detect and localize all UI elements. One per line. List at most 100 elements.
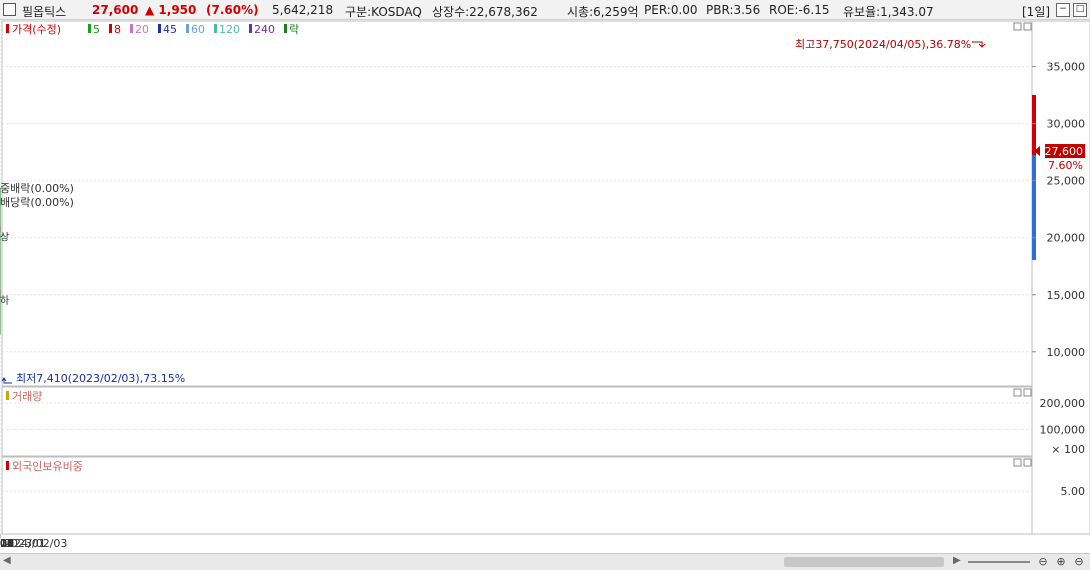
reserve-ratio: 유보율:1,343.07 (843, 5, 934, 19)
last-change-label: 7.60% (1048, 159, 1083, 172)
horizontal-scrollbar[interactable]: ◀ ▶ ⊖ ⊕ ⊖ (0, 553, 1090, 570)
per-value: PER:0.00 (644, 3, 698, 17)
last-price-tag (1045, 144, 1085, 159)
ma-legend-label: 60 (191, 23, 205, 36)
listed-shares: 상장수:22,678,362 (432, 5, 538, 19)
zoom-slider[interactable] (968, 561, 1030, 563)
volume-legend-marker (6, 391, 9, 400)
price-legend-label: 가격(수정) (12, 23, 61, 36)
month-tick-label: 2024/01 (0, 537, 46, 550)
panel-minimize-icon (1013, 458, 1022, 467)
zoom-in-icon[interactable]: ⊕ (1056, 555, 1066, 568)
panel-close-icon (1023, 22, 1032, 31)
event-label: 배당락(0.00%) (0, 196, 74, 209)
month-tick-label: 12 (0, 537, 14, 550)
last-price-label: 27,600 (1045, 145, 1084, 158)
price-change: ▲ 1,950 (145, 3, 197, 17)
panel-minimize-icon (1013, 388, 1022, 397)
panel-scroll-indicator-up (1032, 95, 1036, 155)
market-type: 구분:KOSDAQ (345, 5, 422, 19)
trade-volume: 5,642,218 (272, 3, 334, 17)
ma-legend-marker (158, 24, 161, 33)
price-tick-label: 20,000 (1047, 232, 1086, 245)
current-price: 27,600 (92, 3, 139, 17)
month-tick-label: 04 (0, 537, 14, 550)
month-tick-label: 07 (0, 537, 14, 550)
price-marker-label: 하 (0, 294, 9, 307)
ma-legend-marker (249, 24, 252, 33)
market-cap: 시총:6,259억 (567, 5, 639, 19)
window-minimize-icon[interactable]: − (1056, 3, 1070, 17)
panel-frames (1, 20, 1090, 535)
month-tick-label: 10 (0, 537, 14, 550)
price-tick-label: 10,000 (1047, 346, 1086, 359)
ma-legend-label: 120 (219, 23, 240, 36)
ma-legend-marker (214, 24, 217, 33)
price-change-pct: (7.60%) (206, 3, 259, 17)
month-tick-label: 2023/02/03 (4, 537, 67, 550)
price-marker-label: 상 (0, 231, 9, 243)
panel-frame (1, 456, 1033, 535)
month-tick-label: 11 (0, 537, 14, 550)
panel-close-icon (1023, 388, 1032, 397)
period-selector[interactable]: [1일] (1022, 5, 1051, 19)
max-price-arrow-icon (972, 41, 986, 48)
scroll-right-icon[interactable]: ▶ (953, 555, 961, 566)
ma-legend-label: 240 (254, 23, 275, 36)
ma-legend-marker (186, 24, 189, 33)
window-maximize-icon[interactable]: □ (1073, 3, 1087, 17)
month-tick-label: 08 (0, 537, 14, 550)
header-checkbox[interactable] (3, 3, 16, 16)
drop-legend-label: 락 (289, 23, 299, 36)
volume-unit-label: × 100 (1051, 443, 1085, 456)
panel-close-icon (1023, 458, 1032, 467)
price-axis-panel (1031, 20, 1090, 535)
panel-frame (1, 20, 1033, 387)
ma-legend-label: 5 (93, 23, 100, 36)
drop-legend-marker (284, 24, 287, 33)
ma-legend-label: 45 (163, 23, 177, 36)
panel-scroll-indicator (1032, 95, 1036, 260)
price-tick-label: 35,000 (1047, 61, 1086, 74)
stock-name[interactable]: 필옵틱스 (22, 5, 67, 19)
roe-value: ROE:-6.15 (769, 3, 830, 17)
month-tick-label: 06 (0, 537, 14, 550)
grid-lines (0, 21, 1036, 538)
axis-labels: 10,000 15,000 20,000 25,000 30,000 35,000 2023… (0, 61, 1085, 550)
stock-header: 필옵틱스 27,600 ▲ 1,950 (7.60%) 5,642,218 구분… (0, 0, 1090, 20)
ma-legend-marker (109, 24, 112, 33)
panel-frame (1, 386, 1033, 457)
volume-legend-label: 거래량 (12, 390, 42, 403)
foreign-legend-label: 외국인보유비중 (12, 460, 83, 473)
month-tick-label: 05 (0, 537, 14, 550)
foreign-tick-label: 5.00 (1061, 485, 1086, 498)
ma-legend-label: 20 (135, 23, 149, 36)
panel-minimize-icon (1013, 22, 1022, 31)
month-tick-label: 03 (0, 537, 14, 550)
event-markers: 중배락(0.00%)배당락(0.00%) 하 상 최고37,750(2024/04/0… (0, 38, 986, 385)
event-label: 중배락(0.00%) (0, 182, 74, 195)
min-price-arrow-icon (1, 377, 12, 384)
max-price-annotation: 최고37,750(2024/04/05),36.78% (795, 38, 971, 51)
zoom-out-icon[interactable]: ⊖ (1074, 555, 1084, 568)
pbr-value: PBR:3.56 (706, 3, 761, 17)
scroll-left-icon[interactable]: ◀ (3, 555, 11, 566)
min-price-annotation: 최저7,410(2023/02/03),73.15% (16, 372, 185, 385)
month-tick-label: 09 (0, 537, 14, 550)
ma-legend-marker (88, 24, 91, 33)
price-tick-label: 15,000 (1047, 289, 1086, 302)
stock-chart[interactable]: 중배락(0.00%)배당락(0.00%) 하 상 최고37,750(2024/04/0… (0, 0, 1090, 553)
scrollbar-thumb[interactable] (784, 557, 944, 567)
zoom-search-icon[interactable]: ⊖ (1038, 555, 1048, 568)
price-tick-label: 25,000 (1047, 175, 1086, 188)
price-tick-label: 30,000 (1047, 118, 1086, 131)
foreign-legend-marker (6, 461, 9, 470)
ma-legend-marker (130, 24, 133, 33)
month-tick-label: 04 (0, 537, 14, 550)
volume-tick-label: 200,000 (1040, 397, 1086, 410)
last-price-pointer-icon (1034, 146, 1040, 157)
volume-tick-label: 100,000 (1040, 423, 1086, 436)
month-tick-label: 02 (0, 537, 14, 550)
ma-legend-label: 8 (114, 23, 121, 36)
